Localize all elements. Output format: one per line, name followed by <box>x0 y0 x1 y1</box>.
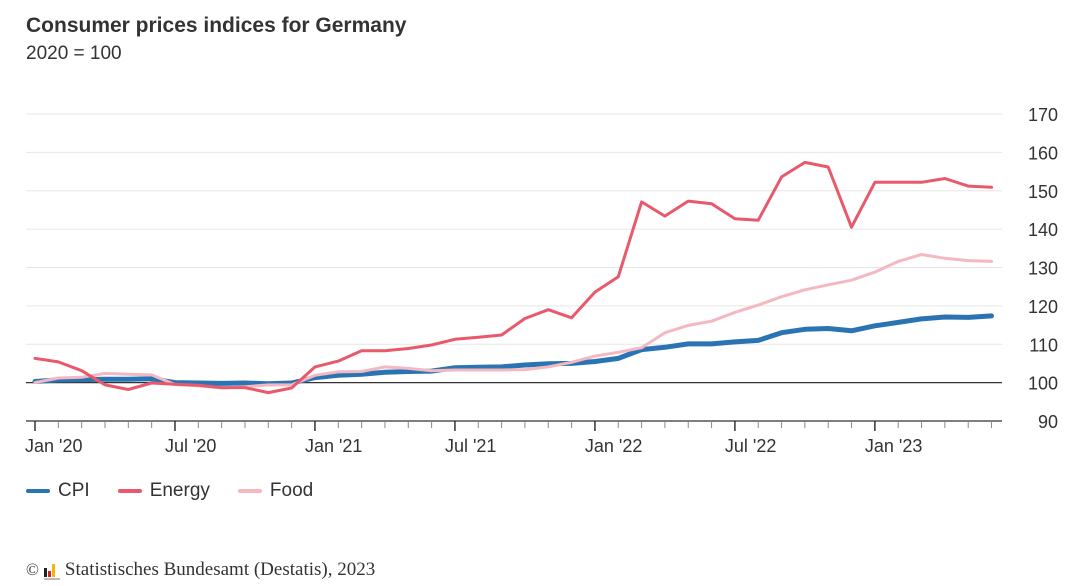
y-axis: 90 100 110 120 130 140 150 160 170 <box>1028 105 1058 432</box>
legend-item-food[interactable]: Food <box>237 480 314 502</box>
series-line-cpi <box>32 313 994 387</box>
x-tick-label: Jul '20 <box>165 436 216 456</box>
series-line-energy <box>33 160 993 395</box>
x-tick-label: Jan '20 <box>25 436 82 456</box>
x-tick-label: Jul '21 <box>445 436 496 456</box>
legend-swatch-energy <box>117 489 142 493</box>
legend: CPI Energy Food <box>26 480 313 502</box>
x-axis: Jan '20 Jul '20 Jan '21 Jul '21 Jan '22 Jul '… <box>25 420 1002 456</box>
legend-swatch-cpi <box>26 489 50 493</box>
chart-subtitle: 2020 = 100 <box>26 43 122 64</box>
chart-title: Consumer prices indices for Germany <box>26 14 407 37</box>
y-tick-label: 130 <box>1028 259 1058 279</box>
legend-swatch-food <box>237 489 262 493</box>
legend-label-energy: Energy <box>149 480 210 501</box>
source-text: Statistisches Bundesamt (Destatis), 2023 <box>64 559 376 580</box>
series-lines <box>32 160 994 395</box>
legend-label-food: Food <box>269 480 314 501</box>
x-tick-label: Jan '22 <box>585 436 642 456</box>
y-tick-label: 160 <box>1028 143 1058 163</box>
copyright-icon: © <box>26 560 39 579</box>
legend-item-energy[interactable]: Energy <box>117 480 210 502</box>
y-tick-label: 110 <box>1029 335 1058 355</box>
x-tick-label: Jan '21 <box>305 436 362 456</box>
legend-label-cpi: CPI <box>58 480 90 501</box>
x-tick-label: Jan '23 <box>865 436 922 456</box>
x-tick-label: Jul '22 <box>725 436 776 456</box>
y-tick-label: 150 <box>1028 182 1058 202</box>
y-tick-label: 120 <box>1028 297 1058 317</box>
gridlines <box>26 113 1002 384</box>
y-tick-label: 170 <box>1028 105 1058 125</box>
y-tick-label: 90 <box>1038 412 1058 432</box>
y-tick-label: 140 <box>1028 220 1058 240</box>
source-footer: © Statistisches Bundesamt (Destatis), 20… <box>26 559 375 581</box>
y-tick-label: 100 <box>1028 374 1058 394</box>
destatis-logo-icon <box>43 563 60 580</box>
line-chart: 90 100 110 120 130 140 150 160 170 Jan '20 Jul '2… <box>25 105 1058 456</box>
legend-item-cpi[interactable]: CPI <box>26 480 90 502</box>
